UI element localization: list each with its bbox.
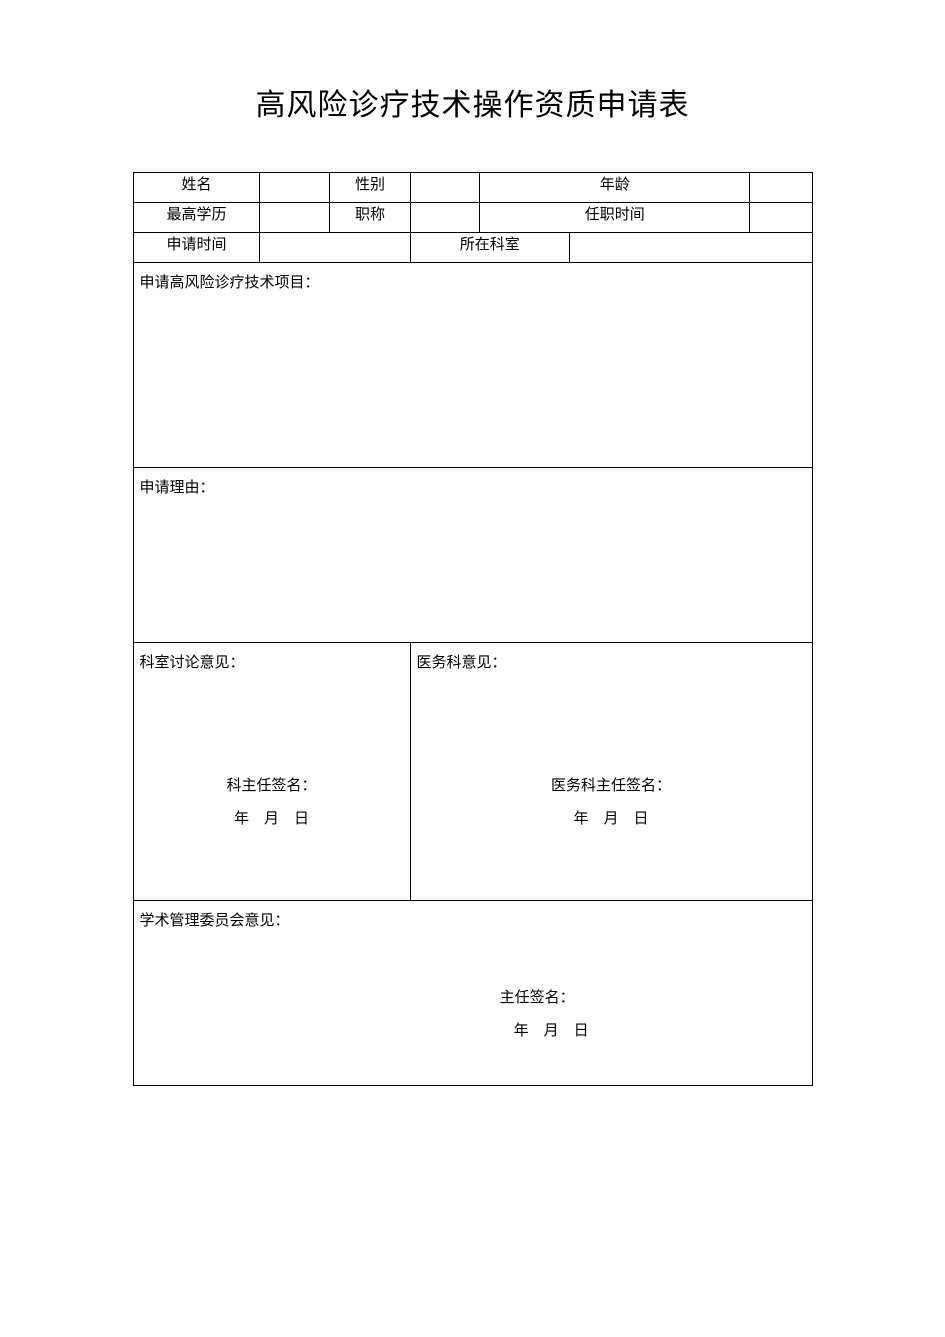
row-apply-time-dept: 申请时间 所在科室 — [133, 233, 812, 263]
label-gender: 性别 — [330, 173, 410, 203]
label-committee-date: 年 月 日 — [500, 1015, 812, 1048]
value-tenure[interactable] — [749, 203, 812, 233]
value-education[interactable] — [260, 203, 330, 233]
label-reason: 申请理由： — [134, 468, 812, 505]
value-age[interactable] — [749, 173, 812, 203]
label-projects: 申请高风险诊疗技术项目： — [134, 263, 812, 300]
label-job-title: 职称 — [330, 203, 410, 233]
row-projects: 申请高风险诊疗技术项目： — [133, 263, 812, 468]
label-medical-opinion: 医务科意见： — [411, 643, 812, 680]
label-department: 所在科室 — [410, 233, 570, 263]
value-apply-time[interactable] — [260, 233, 410, 263]
row-committee: 学术管理委员会意见： 主任签名： 年 月 日 — [133, 901, 812, 1086]
row-edu-title-tenure: 最高学历 职称 任职时间 — [133, 203, 812, 233]
label-committee-head-sign: 主任签名： — [500, 982, 812, 1015]
value-gender[interactable] — [410, 173, 480, 203]
label-education: 最高学历 — [133, 203, 260, 233]
cell-committee-opinion[interactable]: 学术管理委员会意见： 主任签名： 年 月 日 — [133, 901, 812, 1086]
label-age: 年龄 — [480, 173, 750, 203]
label-committee-opinion: 学术管理委员会意见： — [134, 901, 812, 938]
row-reason: 申请理由： — [133, 468, 812, 643]
value-name[interactable] — [260, 173, 330, 203]
label-dept-date: 年 月 日 — [134, 803, 410, 836]
form-title: 高风险诊疗技术操作资质申请表 — [130, 80, 815, 124]
cell-projects[interactable]: 申请高风险诊疗技术项目： — [133, 263, 812, 468]
label-name: 姓名 — [133, 173, 260, 203]
value-department[interactable] — [570, 233, 812, 263]
label-medical-date: 年 月 日 — [411, 803, 812, 836]
label-dept-opinion: 科室讨论意见： — [134, 643, 410, 680]
application-form-table: 姓名 性别 年龄 最高学历 职称 任职时间 申请时间 所在科室 申请高风险诊疗 — [133, 172, 813, 1086]
label-dept-head-sign: 科主任签名： — [134, 770, 410, 803]
label-tenure: 任职时间 — [480, 203, 750, 233]
row-opinions: 科室讨论意见： 科主任签名： 年 月 日 医务科意见： 医务科主任签名： 年 月… — [133, 643, 812, 901]
value-job-title[interactable] — [410, 203, 480, 233]
label-medical-head-sign: 医务科主任签名： — [411, 770, 812, 803]
cell-dept-opinion[interactable]: 科室讨论意见： 科主任签名： 年 月 日 — [133, 643, 410, 901]
cell-reason[interactable]: 申请理由： — [133, 468, 812, 643]
cell-medical-opinion[interactable]: 医务科意见： 医务科主任签名： 年 月 日 — [410, 643, 812, 901]
label-apply-time: 申请时间 — [133, 233, 260, 263]
row-name-gender-age: 姓名 性别 年龄 — [133, 173, 812, 203]
